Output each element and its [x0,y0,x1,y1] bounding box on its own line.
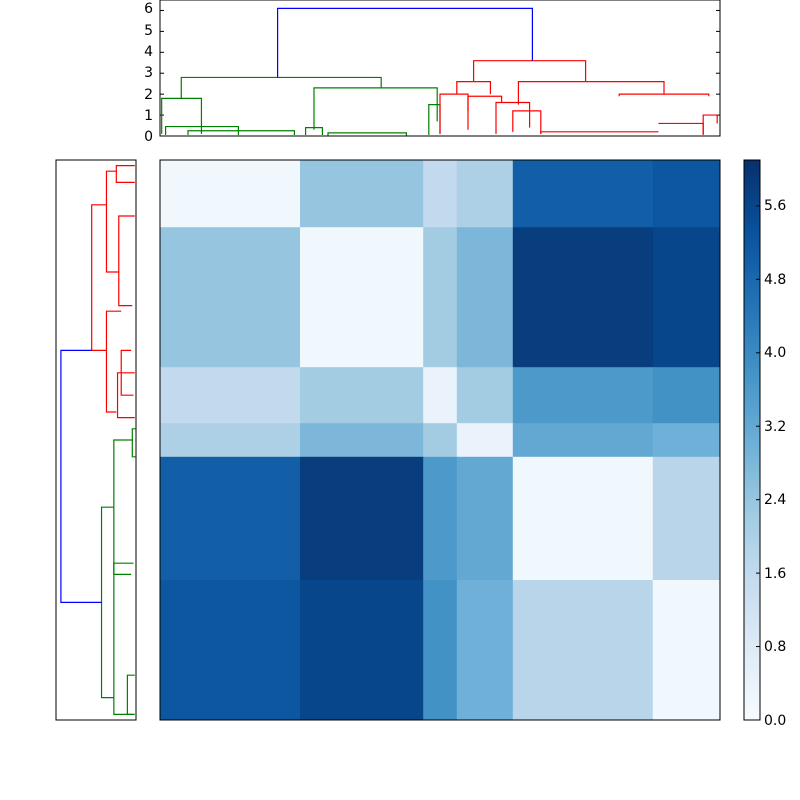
colorbar-tick-label: 1.6 [764,566,786,582]
heatmap-cell [300,160,424,228]
heatmap-cell [160,423,301,458]
top-dendrogram: 0 1 2 3 4 5 6 [144,0,721,145]
dendrogram-link [473,60,587,82]
heatmap-cell [423,580,458,721]
heatmap-cell [456,227,514,368]
heatmap-cell [160,367,301,424]
dendrogram-link [467,95,503,130]
colorbar-tick-label: 4.8 [764,272,786,288]
top-ytick-label: 5 [144,23,153,39]
dendrogram-root-link [60,349,102,604]
heatmap-cell [160,456,301,581]
dendrogram-link [126,674,135,716]
heatmap-cell [512,423,654,458]
heatmap-cell [300,456,424,581]
top-ytick-label: 4 [144,44,153,60]
top-ytick-label: 6 [144,1,153,17]
dendrogram-link [305,127,323,135]
heatmap-cell [300,227,424,368]
heatmap-cell [456,580,514,721]
top-ytick-label: 0 [144,129,153,145]
dendrogram-link [187,130,295,135]
colorbar-tick-label: 2.4 [764,492,786,508]
heatmap-cell [512,580,654,721]
colorbar-tick-label: 5.6 [764,198,786,214]
dendrogram-link [105,170,119,273]
colorbar-ticks [756,205,760,721]
top-dendrogram-frame [159,0,721,137]
dendrogram-link [180,76,382,99]
heatmap-cell [160,160,301,228]
dendrogram-link [115,165,135,183]
heatmap-cell [652,423,721,458]
heatmap-cell [423,367,458,424]
heatmap-cell [512,367,654,424]
heatmap-cell [300,367,424,424]
heatmap-cell [512,227,654,368]
heatmap-cell [423,227,458,368]
heatmap-cell [300,580,424,721]
heatmap-cell [652,160,721,228]
colorbar-tick-label: 0.0 [764,713,786,729]
dendrogram-link [495,101,531,134]
heatmap-cell [300,423,424,458]
dendrogram-link [118,215,135,307]
heatmap-cell [652,367,721,424]
colorbar-gradient [743,159,761,721]
heatmap-cell [160,227,301,368]
left-dendrogram-links [60,165,136,716]
dendrogram-link [456,80,491,95]
top-dendrogram-links [160,7,720,137]
heatmap [159,159,721,721]
dendrogram-link [512,110,542,134]
top-dendrogram-yaxis: 0 1 2 3 4 5 6 [144,1,153,145]
colorbar-tick-label: 3.2 [764,419,786,435]
heatmap-cell [512,456,654,581]
dendrogram-link [116,372,135,419]
dendrogram-link [91,204,107,351]
heatmap-cell [652,227,721,368]
dendrogram-link [105,310,122,413]
heatmap-cell [456,367,514,424]
heatmap-cell [160,580,301,721]
heatmap-cells [160,160,721,721]
heatmap-cell [423,456,458,581]
colorbar-tick-label: 0.8 [764,639,786,655]
dendrogram-link [702,114,718,135]
heatmap-cell [456,423,514,458]
heatmap-cell [652,580,721,721]
top-ytick-label: 1 [144,108,153,124]
dendrogram-link [113,562,134,716]
left-dendrogram [55,159,137,721]
heatmap-cell [652,456,721,581]
top-ytick-label: 3 [144,65,153,81]
dendrogram-link [540,131,659,134]
colorbar: 0.0 0.8 1.6 2.4 3.2 4.0 4.8 5.6 [743,159,786,729]
dendrogram-link [327,132,407,136]
dendrogram-root-link [277,7,534,78]
dendrogram-link [517,80,665,105]
dendrogram-link [113,439,133,576]
heatmap-cell [456,160,514,228]
left-dendrogram-frame [55,159,137,721]
dendrogram-link [618,93,710,97]
dendrogram-link [131,428,136,458]
heatmap-cell [423,160,458,228]
heatmap-cell [512,160,654,228]
heatmap-cell [456,456,514,581]
heatmap-frame [159,159,721,721]
top-ytick-label: 2 [144,87,153,103]
heatmap-cell [423,423,458,458]
colorbar-tick-label: 4.0 [764,345,786,361]
